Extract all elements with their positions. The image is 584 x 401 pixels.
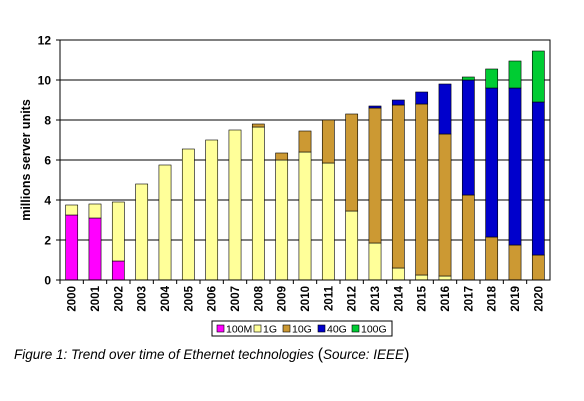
bar-2016-10G: [438, 133, 452, 277]
caption-paren-open: (: [317, 346, 324, 363]
y-tick-label: 4: [44, 194, 51, 208]
bar-2015-1G: [415, 274, 429, 281]
x-tick-label-2020: 2020: [533, 286, 545, 312]
legend-label-100M: 100M: [226, 324, 252, 336]
bar-2019-10G: [508, 244, 522, 281]
x-tick-label-2014: 2014: [393, 285, 405, 311]
bar-2019-100G: [508, 60, 522, 89]
y-tick-label: 0: [44, 274, 51, 288]
y-tick-label: 6: [44, 154, 51, 168]
bar-2014-10G: [391, 104, 405, 269]
y-tick-label: 12: [38, 34, 52, 48]
bar-2008-10G: [251, 123, 265, 128]
bar-2013-1G: [368, 242, 382, 281]
bar-2017-40G: [461, 79, 475, 196]
legend-swatch-100M: [216, 324, 225, 333]
bar-2019-40G: [508, 87, 522, 246]
legend-label-10G: 10G: [292, 324, 312, 336]
y-tick-labels: 0 2 4 6 8 10 12: [38, 34, 52, 288]
bar-2014-40G: [391, 99, 405, 106]
bar-2010-10G: [298, 130, 312, 153]
bar-2015-10G: [415, 103, 429, 276]
caption-source: Source: IEEE: [323, 347, 405, 362]
x-tick-label-2016: 2016: [440, 286, 452, 312]
x-tick-label-2006: 2006: [207, 286, 219, 312]
x-tick-label-2012: 2012: [347, 286, 359, 312]
bar-2005-1G: [181, 148, 195, 281]
figure-caption: Figure 1: Trend over time of Ethernet te…: [14, 346, 409, 364]
caption-text: Figure 1: Trend over time of Ethernet te…: [14, 347, 314, 362]
bar-2004-1G: [158, 164, 172, 281]
legend-swatch-100G: [351, 324, 360, 333]
bar-2012-1G: [345, 210, 359, 281]
x-tick-label-2019: 2019: [510, 286, 522, 312]
bar-2007-1G: [228, 129, 242, 281]
y-axis-label: millions server units: [19, 99, 33, 221]
x-tick-label-2017: 2017: [463, 286, 475, 312]
bar-2010-1G: [298, 151, 312, 281]
bar-2011-10G: [321, 119, 335, 164]
bar-2020-40G: [531, 101, 545, 256]
legend-swatch-40G: [317, 324, 326, 333]
x-tick-label-2003: 2003: [137, 286, 149, 312]
bar-2020-10G: [531, 254, 545, 281]
bars: [65, 50, 545, 281]
bar-2002-1G: [111, 201, 125, 262]
x-tick-label-2018: 2018: [487, 285, 499, 311]
x-tick-label-2007: 2007: [230, 286, 242, 312]
bar-2000-100M: [65, 214, 79, 281]
bar-2003-1G: [135, 183, 149, 281]
bar-2012-10G: [345, 113, 359, 212]
legend-label-100G: 100G: [361, 324, 387, 336]
bar-2015-40G: [415, 91, 429, 105]
x-tick-label-2001: 2001: [90, 285, 102, 311]
bar-2009-10G: [275, 152, 289, 161]
bar-2016-1G: [438, 275, 452, 281]
x-tick-label-2004: 2004: [160, 285, 172, 311]
bar-2020-100G: [531, 50, 545, 103]
bar-2008-1G: [251, 126, 265, 281]
plot-area-border: [59, 39, 551, 281]
caption-paren-close: ): [404, 346, 410, 363]
x-tick-labels: 2000 2001 2002 2003 2004 2005 2006 2007 2008 2009…: [59, 280, 545, 312]
bar-2011-1G: [321, 162, 335, 281]
bar-2001-100M: [88, 217, 102, 281]
bar-2017-10G: [461, 194, 475, 281]
x-tick-label-2000: 2000: [67, 286, 79, 312]
bar-2013-40G: [368, 105, 382, 109]
bar-2017-100G: [461, 76, 475, 81]
legend-label-40G: 40G: [327, 324, 347, 336]
x-tick-label-2010: 2010: [300, 286, 312, 312]
x-tick-label-2008: 2008: [253, 285, 265, 311]
bar-2000-1G: [65, 204, 79, 216]
bar-2018-10G: [485, 236, 499, 281]
bar-2006-1G: [205, 139, 219, 281]
bar-2009-1G: [275, 159, 289, 281]
y-tick-label: 10: [38, 74, 52, 88]
bar-2018-40G: [485, 87, 499, 238]
x-tick-label-2009: 2009: [277, 286, 289, 312]
y-tick-label: 2: [44, 234, 51, 248]
bar-2014-1G: [391, 267, 405, 281]
bar-2001-1G: [88, 203, 102, 219]
x-tick-label-2002: 2002: [113, 286, 125, 312]
x-tick-label-2011: 2011: [323, 285, 335, 311]
bar-2016-40G: [438, 83, 452, 135]
bar-2018-100G: [485, 68, 499, 89]
bar-2002-100M: [111, 260, 125, 281]
x-tick-label-2005: 2005: [183, 285, 195, 311]
legend-label-1G: 1G: [263, 324, 277, 336]
x-tick-label-2015: 2015: [417, 285, 429, 311]
x-tick-label-2013: 2013: [370, 286, 382, 312]
legend-swatch-1G: [253, 324, 262, 333]
legend: 100M 1G 10G 40G 100G: [211, 320, 393, 337]
bar-2013-10G: [368, 107, 382, 244]
y-tick-label: 8: [44, 114, 51, 128]
legend-swatch-10G: [282, 324, 291, 333]
